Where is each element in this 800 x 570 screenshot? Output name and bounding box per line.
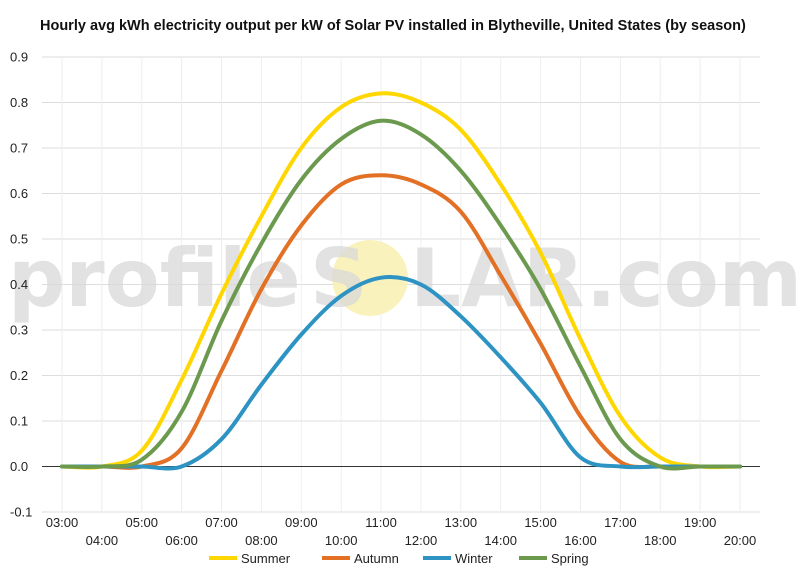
x-tick-label: 08:00: [245, 533, 278, 548]
x-tick-label: 09:00: [285, 515, 318, 530]
watermark-text-sun: S: [310, 232, 368, 325]
watermark-text-right: LAR.com: [410, 232, 800, 325]
y-tick-label: 0.6: [10, 186, 28, 201]
x-tick-label: 13:00: [445, 515, 478, 530]
x-axis-ticks: 03:00 04:00 05:00 06:00 07:00 08:00 09:00 10:00…: [46, 515, 757, 548]
watermark: profile S LAR.com: [8, 232, 800, 325]
x-tick-label: 20:00: [724, 533, 757, 548]
x-tick-label: 15:00: [524, 515, 557, 530]
x-tick-label: 03:00: [46, 515, 79, 530]
x-tick-label: 05:00: [125, 515, 158, 530]
series-line-winter: [60, 275, 742, 471]
y-tick-label: 0.3: [10, 323, 28, 338]
x-tick-label: 10:00: [325, 533, 358, 548]
x-tick-label: 17:00: [604, 515, 637, 530]
x-tick-label: 07:00: [205, 515, 238, 530]
gridlines: [42, 56, 760, 513]
y-tick-label: -0.1: [10, 505, 32, 520]
legend: Summer Autumn Winter Spring: [209, 551, 589, 566]
watermark-text-left: profile: [8, 232, 301, 325]
y-tick-label: 0.0: [10, 459, 28, 474]
y-tick-label: 0.2: [10, 368, 28, 383]
x-tick-label: 19:00: [684, 515, 717, 530]
legend-label-spring: Spring: [551, 551, 589, 566]
series-line-spring: [60, 118, 742, 471]
watermark-sun-icon: [332, 240, 408, 316]
series-lines: [60, 91, 742, 471]
chart-title: Hourly avg kWh electricity output per kW…: [40, 18, 746, 34]
series-line-autumn: [60, 173, 742, 470]
legend-label-autumn: Autumn: [354, 551, 399, 566]
y-tick-label: 0.4: [10, 277, 28, 292]
y-tick-label: 0.8: [10, 95, 28, 110]
series-line-summer: [60, 91, 742, 470]
x-tick-label: 18:00: [644, 533, 677, 548]
x-tick-label: 16:00: [564, 533, 597, 548]
y-tick-label: 0.5: [10, 232, 28, 247]
x-tick-label: 11:00: [365, 515, 397, 530]
legend-label-winter: Winter: [455, 551, 493, 566]
y-tick-label: 0.9: [10, 50, 28, 65]
x-tick-label: 04:00: [86, 533, 119, 548]
y-tick-label: 0.7: [10, 141, 28, 156]
x-tick-label: 14:00: [484, 533, 517, 548]
y-axis-ticks: -0.1 0.0 0.1 0.2 0.3 0.4 0.5 0.6 0.7 0.8 0.9: [10, 50, 32, 520]
x-tick-label: 12:00: [405, 533, 438, 548]
y-tick-label: 0.1: [10, 414, 28, 429]
legend-label-summer: Summer: [241, 551, 291, 566]
x-tick-label: 06:00: [165, 533, 198, 548]
